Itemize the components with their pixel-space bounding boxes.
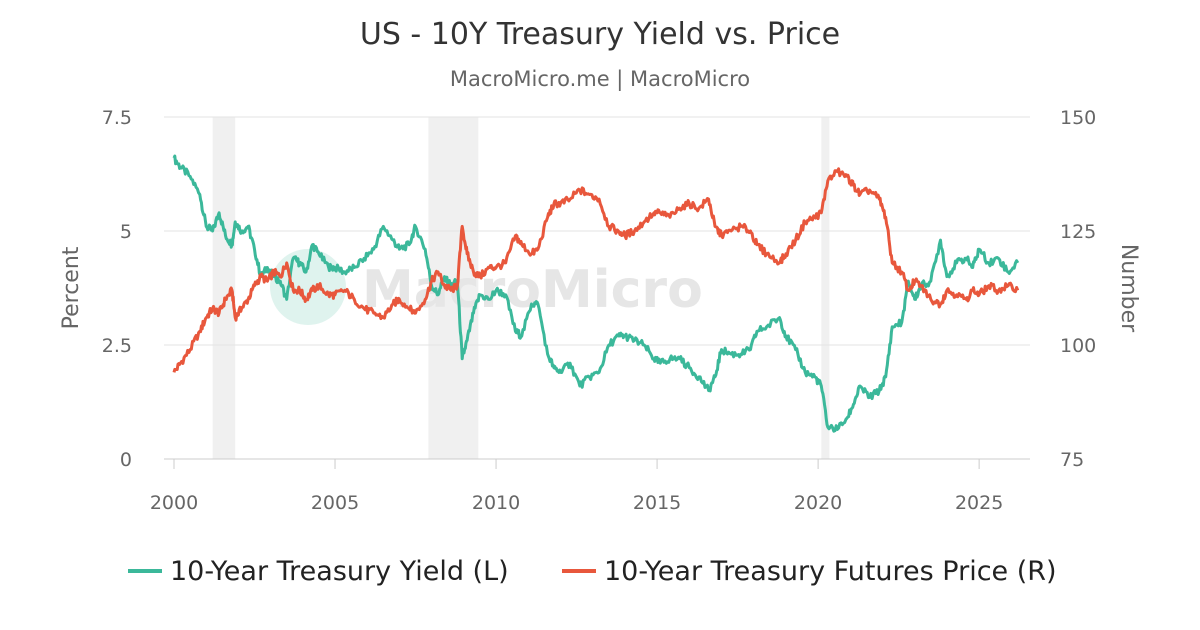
recession-band-2 — [821, 117, 830, 459]
y-right-tick-label: 100 — [1060, 335, 1096, 357]
legend-item-yield[interactable]: 10-Year Treasury Yield (L) — [128, 556, 509, 587]
watermark: MacroMicro — [270, 249, 703, 325]
series-line-yield[interactable] — [172, 154, 1020, 433]
y-axis-left-ticks: 0 2.5 5 7.5 — [102, 107, 132, 471]
series-line-futures-price[interactable] — [172, 167, 1020, 373]
x-tick-label: 2000 — [150, 492, 198, 514]
y-left-tick-label: 0 — [120, 449, 132, 471]
legend: 10-Year Treasury Yield (L) 10-Year Treas… — [128, 556, 1057, 587]
y-axis-right-ticks: 75 100 125 150 — [1060, 107, 1096, 471]
x-tick-label: 2005 — [311, 492, 359, 514]
y-axis-left-title: Percent — [59, 246, 84, 329]
y-left-tick-label: 5 — [120, 221, 132, 243]
x-tick-label: 2010 — [472, 492, 520, 514]
chart-subtitle: MacroMicro.me | MacroMicro — [450, 67, 750, 92]
y-axis-right-title: Number — [1116, 244, 1141, 333]
x-tick-label: 2020 — [794, 492, 842, 514]
y-right-tick-label: 125 — [1060, 221, 1096, 243]
legend-item-futures-price[interactable]: 10-Year Treasury Futures Price (R) — [562, 556, 1057, 587]
y-left-tick-label: 7.5 — [102, 107, 132, 129]
x-tick-label: 2025 — [955, 492, 1003, 514]
gridlines — [164, 116, 1030, 346]
x-tick-label: 2015 — [633, 492, 681, 514]
series-lines — [172, 154, 1020, 433]
legend-label-futures-price: 10-Year Treasury Futures Price (R) — [604, 556, 1057, 587]
legend-label-yield: 10-Year Treasury Yield (L) — [170, 556, 509, 587]
chart-title: US - 10Y Treasury Yield vs. Price — [360, 17, 840, 52]
x-axis-ticks: 2000 2005 2010 2015 2020 2025 — [150, 459, 1003, 514]
y-right-tick-label: 75 — [1060, 449, 1084, 471]
recession-band-0 — [212, 117, 236, 459]
y-left-tick-label: 2.5 — [102, 335, 132, 357]
y-right-tick-label: 150 — [1060, 107, 1096, 129]
